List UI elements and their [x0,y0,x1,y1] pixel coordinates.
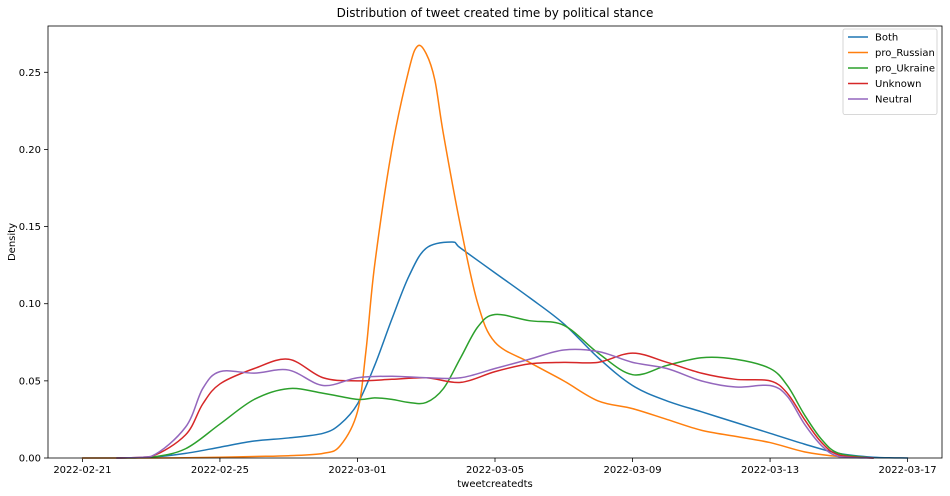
x-axis-label: tweetcreatedts [457,479,533,490]
legend-box [842,28,938,115]
tick-layer: 2022-02-21 2022-02-25 2022-03-01 2022-03-05… [19,68,937,476]
y-tick-label: 0.00 [19,454,41,465]
x-tick-label: 2022-03-09 [603,465,661,476]
legend-entry-label: Neutral [875,95,912,106]
legend-entry-label: Unknown [875,79,921,90]
legend: Both pro_Russian pro_Ukraine Unknown Neutral [842,28,938,115]
legend-entry-label: pro_Russian [875,48,935,59]
x-tick-label: 2022-03-17 [879,465,937,476]
y-tick-label: 0.10 [19,299,41,310]
x-tick-label: 2022-02-21 [53,465,111,476]
y-tick-label: 0.05 [19,376,41,387]
y-tick-label: 0.15 [19,222,41,233]
series-layer [81,44,909,459]
x-tick-label: 2022-02-25 [191,465,249,476]
series-line-unknown [116,352,874,459]
x-tick-label: 2022-03-01 [328,465,386,476]
y-axis-label: Density [7,223,18,261]
plot-frame [47,25,943,459]
series-line-pro-russian [81,44,874,459]
series-line-pro-ukraine [116,313,874,459]
x-tick-label: 2022-03-13 [741,465,799,476]
series-line-neutral [116,348,874,459]
legend-entry-label: pro_Ukraine [875,64,935,75]
chart-title: Distribution of tweet created time by po… [337,6,654,20]
y-tick-label: 0.25 [19,68,41,79]
series-line-both [81,241,909,459]
legend-entry-label: Both [875,33,898,44]
x-tick-label: 2022-03-05 [466,465,524,476]
y-tick-label: 0.20 [19,145,41,156]
